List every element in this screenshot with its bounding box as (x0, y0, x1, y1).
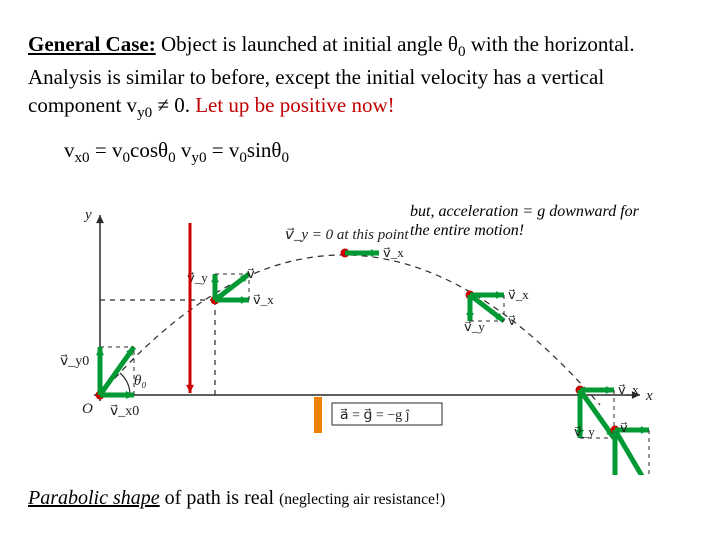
eq-p1: v (64, 138, 75, 162)
heading-sub-y0: y0 (137, 105, 152, 121)
eq-s5: 0 (239, 150, 247, 166)
footer-line: Parabolic shape of path is real (neglect… (28, 487, 445, 510)
svg-text:v⃗_y = 0 at this point: v⃗_y = 0 at this point (285, 227, 409, 243)
heading-red-text: Let up be positive now! (195, 93, 394, 117)
svg-text:v⃗_x0: v⃗_x0 (110, 404, 139, 419)
eq-p4: v (176, 138, 192, 162)
svg-text:v⃗_y0: v⃗_y0 (60, 354, 89, 369)
eq-s4: y0 (191, 150, 206, 166)
diagram-svg: Ox y v⃗_x0 v⃗_y0 θ₀ v⃗_x v⃗_y v⃗ v⃗_y = 0 at thi… (40, 195, 680, 475)
eq-s3: 0 (168, 150, 176, 166)
footer-bold: Parabolic shape (28, 487, 160, 509)
svg-text:x: x (645, 388, 653, 404)
svg-text:y: y (83, 207, 92, 223)
svg-text:v⃗: v⃗ (508, 313, 516, 328)
svg-text:v⃗_x: v⃗_x (508, 287, 529, 302)
svg-text:θ₀: θ₀ (134, 373, 147, 389)
svg-text:v⃗_x: v⃗_x (618, 382, 639, 397)
eq-p6: sinθ (247, 138, 282, 162)
eq-p3: cosθ (130, 138, 168, 162)
eq-s2: 0 (122, 150, 130, 166)
heading-title: General Case: (28, 32, 156, 56)
svg-text:v⃗_x: v⃗_x (383, 245, 404, 260)
footer-small: (neglecting air resistance!) (279, 491, 445, 508)
eq-s1: x0 (75, 150, 90, 166)
projectile-diagram: Ox y v⃗_x0 v⃗_y0 θ₀ v⃗_x v⃗_y v⃗ v⃗_y = 0 at thi… (40, 195, 680, 475)
svg-text:O: O (82, 401, 93, 417)
eq-p5: = v (207, 138, 240, 162)
footer-rest: of path is real (160, 487, 279, 509)
svg-text:v⃗_y: v⃗_y (574, 424, 595, 439)
equation-line: vx0 = v0cosθ0 vy0 = v0sinθ0 (64, 138, 692, 167)
heading-paragraph: General Case: Object is launched at init… (28, 30, 692, 124)
heading-text-3: ≠ 0. (152, 93, 195, 117)
eq-p2: = v (90, 138, 123, 162)
svg-text:v⃗_x: v⃗_x (253, 292, 274, 307)
heading-text-1: Object is launched at initial angle θ (156, 32, 458, 56)
svg-text:a⃗ = g⃗ = −g ĵ: a⃗ = g⃗ = −g ĵ (340, 408, 411, 423)
svg-text:v⃗: v⃗ (620, 420, 628, 435)
heading-sub-0: 0 (458, 44, 466, 60)
svg-text:v⃗: v⃗ (247, 266, 255, 281)
eq-s6: 0 (281, 150, 289, 166)
svg-text:v⃗_y: v⃗_y (464, 319, 485, 334)
